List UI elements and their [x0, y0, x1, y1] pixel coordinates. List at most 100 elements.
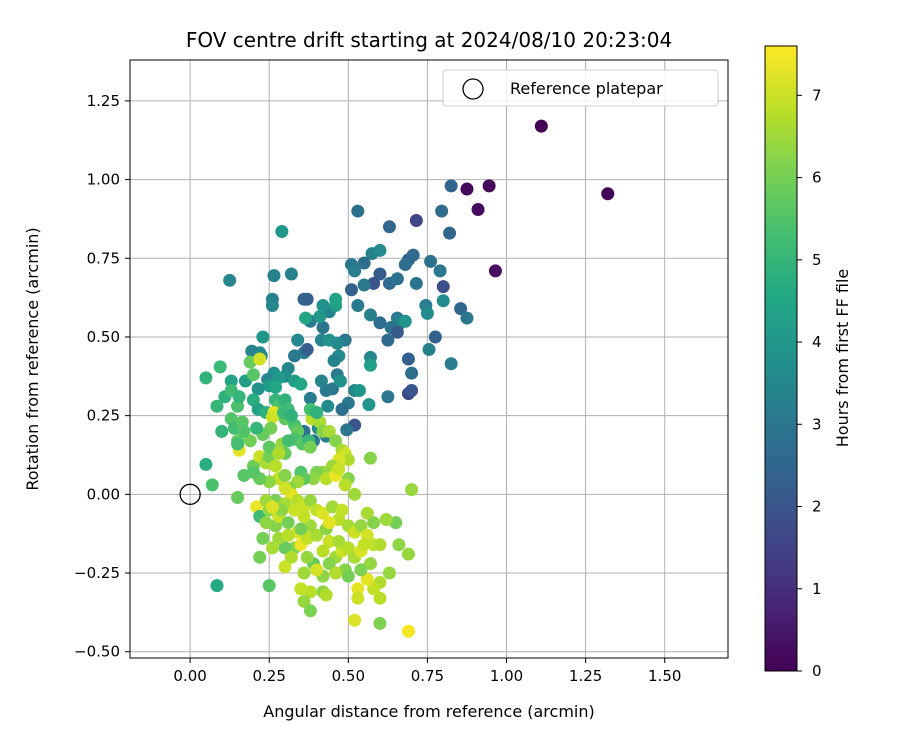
data-point — [424, 254, 438, 268]
data-point — [335, 402, 349, 416]
data-point — [341, 453, 355, 467]
data-point — [303, 391, 317, 405]
data-point — [294, 522, 308, 536]
data-point — [288, 503, 302, 517]
data-point — [294, 377, 308, 391]
data-point — [316, 298, 330, 312]
data-point — [210, 399, 224, 413]
data-point — [284, 267, 298, 281]
data-point — [348, 487, 362, 501]
data-point — [262, 579, 276, 593]
data-point — [322, 557, 336, 571]
data-point — [351, 298, 365, 312]
grid-lines — [130, 60, 728, 658]
y-tick-label: 0.25 — [87, 407, 120, 425]
data-point — [332, 462, 346, 476]
x-tick-label: 1.00 — [490, 667, 523, 685]
legend-marker-reference — [462, 78, 484, 100]
data-point — [223, 273, 237, 287]
data-point — [363, 451, 377, 465]
data-point — [444, 179, 458, 193]
data-point — [256, 531, 270, 545]
x-tick-label: 0.50 — [332, 667, 365, 685]
data-point — [392, 538, 406, 552]
data-point — [401, 352, 415, 366]
data-point — [297, 509, 311, 523]
data-point — [322, 424, 336, 438]
data-point — [210, 579, 224, 593]
data-point — [367, 516, 381, 530]
colorbar-tick-label: 5 — [812, 251, 822, 269]
y-tick-label: −0.25 — [74, 564, 120, 582]
data-point — [256, 330, 270, 344]
data-point — [329, 434, 343, 448]
data-point — [278, 560, 292, 574]
data-point — [409, 276, 423, 290]
data-point — [405, 483, 419, 497]
y-tick-label: −0.50 — [74, 643, 120, 661]
data-point — [224, 374, 238, 388]
data-point — [281, 516, 295, 530]
data-point — [363, 557, 377, 571]
data-point — [471, 203, 485, 216]
data-point — [420, 306, 434, 320]
data-point — [319, 383, 333, 397]
data-point — [390, 325, 404, 339]
data-point — [373, 591, 387, 605]
y-axis-ticks: −0.50 −0.25 0.00 0.25 0.50 0.75 1.00 1.25 — [74, 92, 130, 661]
data-point — [322, 535, 336, 549]
data-point — [253, 352, 267, 366]
data-point — [297, 292, 311, 306]
data-point — [272, 446, 286, 460]
data-point — [382, 566, 396, 580]
colorbar-ticks: 0 1 2 3 4 5 6 7 — [797, 86, 822, 680]
data-point — [381, 333, 395, 347]
data-point — [259, 516, 273, 530]
data-point — [300, 343, 314, 357]
data-point — [433, 264, 447, 278]
data-point — [444, 357, 458, 371]
x-axis-label: Angular distance from reference (arcmin) — [263, 702, 594, 721]
data-point — [398, 258, 412, 272]
data-point — [534, 119, 548, 133]
y-tick-label: 0.75 — [87, 249, 120, 267]
data-point — [265, 410, 279, 424]
data-point — [237, 468, 251, 482]
data-point — [379, 513, 393, 527]
data-point — [401, 624, 415, 638]
data-point — [284, 550, 298, 564]
data-point — [215, 424, 229, 438]
data-point — [488, 264, 502, 278]
data-point — [284, 409, 298, 423]
y-tick-label: 0.50 — [87, 328, 120, 346]
data-point — [327, 354, 341, 368]
data-point — [351, 204, 365, 218]
chart-title: FOV centre drift starting at 2024/08/10 … — [186, 28, 672, 52]
data-point — [436, 280, 450, 294]
data-point — [332, 535, 346, 549]
x-axis-ticks: 0.00 0.25 0.50 0.75 1.00 1.25 1.50 — [173, 658, 681, 685]
data-point — [338, 478, 352, 492]
y-tick-label: 1.25 — [87, 92, 120, 110]
colorbar-gradient — [764, 45, 798, 672]
data-point — [281, 434, 295, 448]
colorbar-tick-label: 4 — [812, 333, 822, 351]
data-point — [213, 360, 227, 374]
data-point — [354, 563, 368, 577]
data-point — [401, 547, 415, 561]
x-tick-label: 0.25 — [253, 667, 286, 685]
x-tick-label: 1.50 — [648, 667, 681, 685]
data-point — [373, 243, 387, 257]
y-tick-label: 1.00 — [87, 171, 120, 189]
data-point — [265, 500, 279, 514]
legend: Reference platepar — [442, 69, 719, 107]
y-axis-label: Rotation from reference (arcmin) — [23, 227, 42, 490]
data-point — [269, 459, 283, 473]
data-point — [335, 503, 349, 517]
data-point — [303, 440, 317, 454]
data-point — [348, 264, 362, 278]
y-tick-label: 0.00 — [87, 485, 120, 503]
data-point — [294, 582, 308, 596]
data-point — [348, 613, 362, 627]
data-point — [373, 316, 387, 330]
